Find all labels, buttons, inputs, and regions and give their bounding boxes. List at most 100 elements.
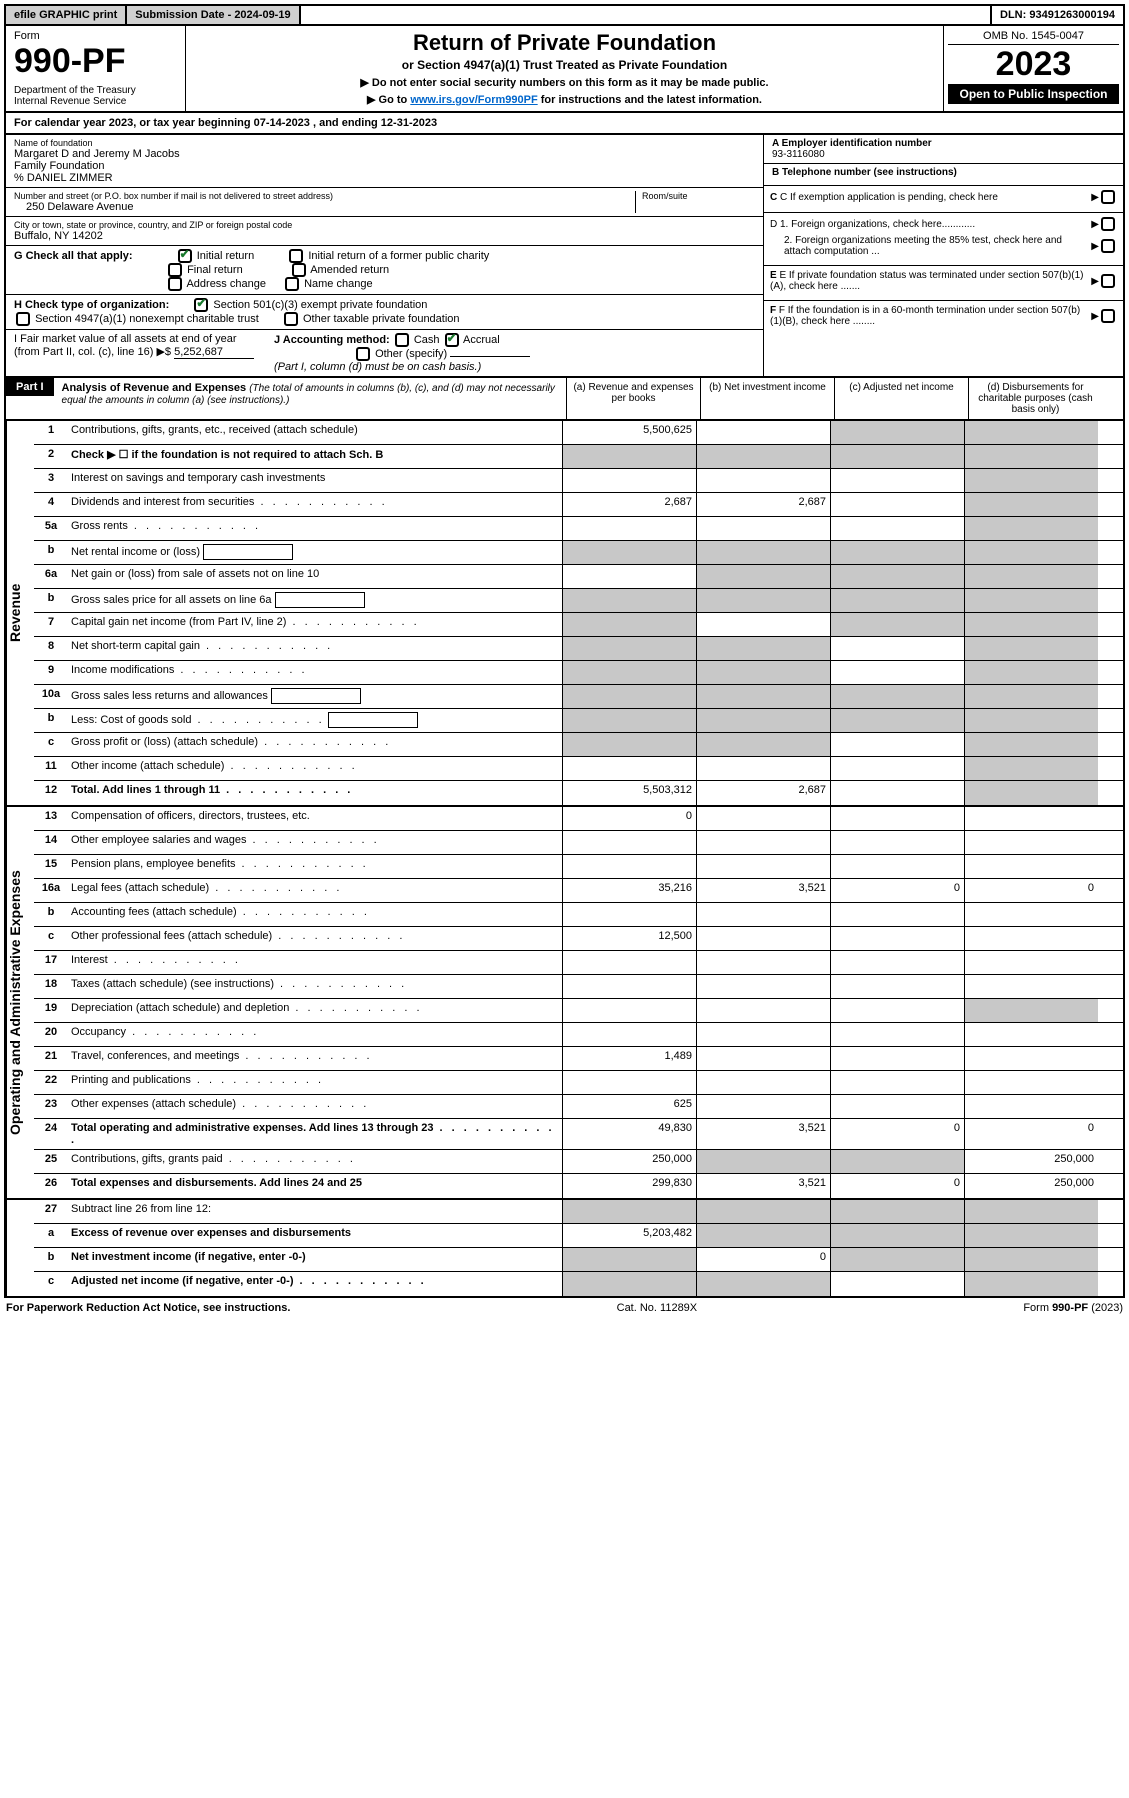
- data-cell: 625: [562, 1095, 696, 1118]
- city-label: City or town, state or province, country…: [14, 220, 755, 230]
- data-cell: [696, 927, 830, 950]
- data-cell: [830, 589, 964, 612]
- table-row: bNet rental income or (loss): [34, 541, 1123, 565]
- data-cell: [696, 661, 830, 684]
- data-cell: [964, 565, 1098, 588]
- data-cell: [964, 589, 1098, 612]
- data-cell: [562, 541, 696, 564]
- 4947-checkbox[interactable]: [16, 312, 30, 326]
- line-description: Legal fees (attach schedule): [68, 879, 562, 902]
- inline-input[interactable]: [328, 712, 418, 728]
- table-row: 25Contributions, gifts, grants paid250,0…: [34, 1150, 1123, 1174]
- line-description: Depreciation (attach schedule) and deple…: [68, 999, 562, 1022]
- part1-header: Part I Analysis of Revenue and Expenses …: [4, 378, 1125, 421]
- cash-checkbox[interactable]: [395, 333, 409, 347]
- data-cell: [696, 1095, 830, 1118]
- inline-input[interactable]: [203, 544, 293, 560]
- data-cell: [696, 1150, 830, 1173]
- table-row: 9Income modifications: [34, 661, 1123, 685]
- status-terminated-checkbox[interactable]: [1101, 274, 1115, 288]
- line-description: Contributions, gifts, grants paid: [68, 1150, 562, 1173]
- efile-button[interactable]: efile GRAPHIC print: [6, 6, 127, 24]
- data-cell: [696, 517, 830, 540]
- line-description: Total expenses and disbursements. Add li…: [68, 1174, 562, 1198]
- table-row: 1Contributions, gifts, grants, etc., rec…: [34, 421, 1123, 445]
- revenue-table: Revenue 1Contributions, gifts, grants, e…: [4, 421, 1125, 807]
- address-value: 250 Delaware Avenue: [14, 201, 635, 213]
- form-title: Return of Private Foundation: [198, 30, 931, 56]
- line-description: Accounting fees (attach schedule): [68, 903, 562, 926]
- name-change-checkbox[interactable]: [285, 277, 299, 291]
- data-cell: 0: [696, 1248, 830, 1271]
- data-cell: [830, 1224, 964, 1247]
- table-row: 2Check ▶ ☐ if the foundation is not requ…: [34, 445, 1123, 469]
- data-cell: [696, 589, 830, 612]
- line-number: c: [34, 733, 68, 756]
- accrual-checkbox[interactable]: [445, 333, 459, 347]
- other-method-checkbox[interactable]: [356, 347, 370, 361]
- data-cell: [964, 807, 1098, 830]
- expenses-label: Operating and Administrative Expenses: [6, 807, 34, 1198]
- foreign-org-checkbox[interactable]: [1101, 217, 1115, 231]
- line-description: Contributions, gifts, grants, etc., rece…: [68, 421, 562, 444]
- line-description: Other professional fees (attach schedule…: [68, 927, 562, 950]
- line-number: a: [34, 1224, 68, 1247]
- data-cell: [964, 541, 1098, 564]
- data-cell: [830, 831, 964, 854]
- data-cell: [830, 493, 964, 516]
- initial-former-checkbox[interactable]: [289, 249, 303, 263]
- other-taxable-checkbox[interactable]: [284, 312, 298, 326]
- line-number: b: [34, 709, 68, 732]
- data-cell: [964, 855, 1098, 878]
- data-cell: [830, 661, 964, 684]
- exemption-pending-checkbox[interactable]: [1101, 190, 1115, 204]
- data-cell: [830, 541, 964, 564]
- data-cell: [696, 1023, 830, 1046]
- line-number: 4: [34, 493, 68, 516]
- data-cell: [696, 807, 830, 830]
- data-cell: [964, 517, 1098, 540]
- instructions-link[interactable]: www.irs.gov/Form990PF: [410, 94, 537, 106]
- data-cell: [830, 1047, 964, 1070]
- data-cell: [696, 1071, 830, 1094]
- data-cell: [964, 781, 1098, 805]
- inline-input[interactable]: [275, 592, 365, 608]
- line-description: Check ▶ ☐ if the foundation is not requi…: [68, 445, 562, 468]
- col-d-header: (d) Disbursements for charitable purpose…: [968, 378, 1102, 419]
- line-description: Total. Add lines 1 through 11: [68, 781, 562, 805]
- paperwork-notice: For Paperwork Reduction Act Notice, see …: [6, 1302, 290, 1314]
- table-row: cOther professional fees (attach schedul…: [34, 927, 1123, 951]
- inline-input[interactable]: [271, 688, 361, 704]
- table-row: 22Printing and publications: [34, 1071, 1123, 1095]
- initial-return-checkbox[interactable]: [178, 249, 192, 263]
- table-row: 14Other employee salaries and wages: [34, 831, 1123, 855]
- data-cell: [562, 1248, 696, 1271]
- data-cell: [696, 469, 830, 492]
- final-return-checkbox[interactable]: [168, 263, 182, 277]
- address-change-checkbox[interactable]: [168, 277, 182, 291]
- data-cell: [830, 1071, 964, 1094]
- data-cell: [562, 445, 696, 468]
- data-cell: [830, 637, 964, 660]
- room-label: Room/suite: [642, 191, 755, 201]
- table-row: aExcess of revenue over expenses and dis…: [34, 1224, 1123, 1248]
- h-label: H Check type of organization:: [14, 299, 169, 311]
- data-cell: [562, 565, 696, 588]
- data-cell: [830, 781, 964, 805]
- 60-month-checkbox[interactable]: [1101, 309, 1115, 323]
- foundation-name-1: Margaret D and Jeremy M Jacobs: [14, 148, 755, 160]
- data-cell: [830, 903, 964, 926]
- 501c3-checkbox[interactable]: [194, 298, 208, 312]
- data-cell: [696, 733, 830, 756]
- data-cell: [830, 1150, 964, 1173]
- data-cell: [964, 903, 1098, 926]
- entity-info-block: Name of foundation Margaret D and Jeremy…: [4, 135, 1125, 378]
- amended-checkbox[interactable]: [292, 263, 306, 277]
- data-cell: [964, 927, 1098, 950]
- table-row: 26Total expenses and disbursements. Add …: [34, 1174, 1123, 1198]
- data-cell: 2,687: [696, 493, 830, 516]
- name-label: Name of foundation: [14, 138, 755, 148]
- data-cell: [964, 1095, 1098, 1118]
- data-cell: [964, 709, 1098, 732]
- foreign-85-checkbox[interactable]: [1101, 239, 1115, 253]
